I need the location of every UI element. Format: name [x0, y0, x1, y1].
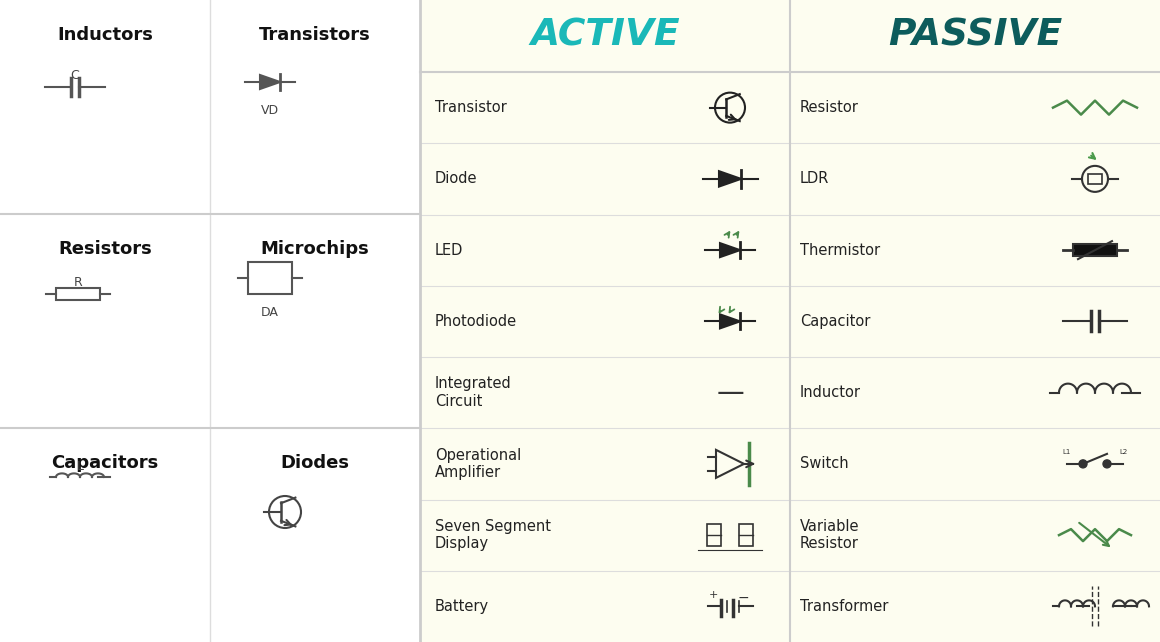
Text: PASSIVE: PASSIVE: [887, 18, 1063, 54]
Text: LED: LED: [435, 243, 463, 257]
Text: Switch: Switch: [800, 456, 849, 471]
Text: Resistors: Resistors: [58, 240, 152, 258]
Text: Thermistor: Thermistor: [800, 243, 880, 257]
Text: +: +: [709, 589, 718, 600]
Text: Battery: Battery: [435, 599, 490, 614]
Text: Transformer: Transformer: [800, 599, 889, 614]
Text: Operational
Amplifier: Operational Amplifier: [435, 447, 521, 480]
Bar: [706, 524, 722, 546]
Text: L1: L1: [1063, 449, 1071, 455]
Bar: [248, 262, 292, 294]
Text: R: R: [73, 276, 82, 289]
Text: −: −: [738, 591, 749, 604]
Text: VD: VD: [261, 104, 280, 117]
Text: Diode: Diode: [435, 171, 478, 186]
Text: Capacitor: Capacitor: [800, 314, 870, 329]
Text: LDR: LDR: [800, 171, 829, 186]
Polygon shape: [720, 315, 740, 328]
Text: C: C: [71, 69, 79, 82]
Text: L: L: [77, 460, 84, 473]
Text: DA: DA: [261, 306, 278, 319]
Polygon shape: [720, 243, 740, 257]
Text: Transistors: Transistors: [259, 26, 371, 44]
Text: ACTIVE: ACTIVE: [530, 18, 680, 54]
Bar: [1073, 244, 1117, 256]
Text: Microchips: Microchips: [261, 240, 369, 258]
Text: Diodes: Diodes: [281, 454, 349, 472]
Text: Seven Segment
Display: Seven Segment Display: [435, 519, 551, 551]
Text: Capacitors: Capacitors: [51, 454, 159, 472]
Text: —: —: [716, 379, 744, 406]
Circle shape: [1079, 460, 1087, 468]
Bar: [1088, 174, 1102, 184]
Polygon shape: [719, 171, 741, 187]
Circle shape: [1103, 460, 1111, 468]
Text: Transistor: Transistor: [435, 100, 507, 115]
Text: L2: L2: [1119, 449, 1128, 455]
Text: Integrated
Circuit: Integrated Circuit: [435, 376, 512, 409]
Bar: [56, 288, 100, 300]
Text: Photodiode: Photodiode: [435, 314, 517, 329]
Bar: [420, 0, 1160, 642]
Text: Variable
Resistor: Variable Resistor: [800, 519, 860, 551]
Bar: [739, 524, 753, 546]
Text: Inductor: Inductor: [800, 385, 861, 400]
Text: Resistor: Resistor: [800, 100, 858, 115]
Text: Inductors: Inductors: [57, 26, 153, 44]
Polygon shape: [260, 75, 280, 89]
